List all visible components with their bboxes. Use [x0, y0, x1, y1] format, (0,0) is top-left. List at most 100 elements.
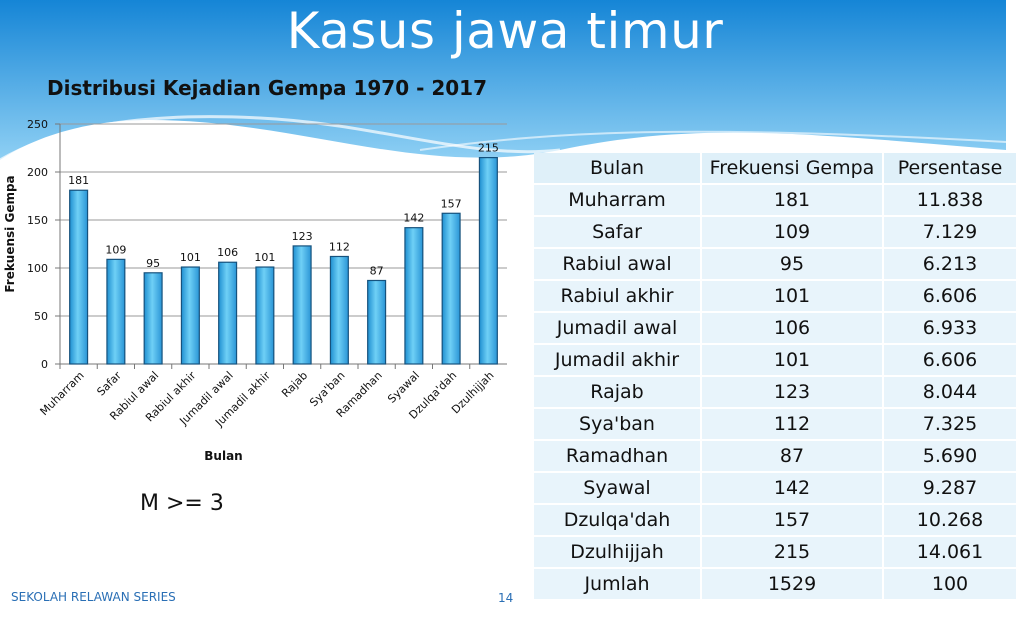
table-header-bulan: Bulan [534, 153, 702, 185]
cell-bulan: Jumadil akhir [534, 344, 702, 377]
bar-value-label: 215 [478, 142, 499, 155]
cell-frekuensi: 112 [701, 408, 884, 441]
y-tick-label: 200 [27, 166, 48, 179]
header-banner [0, 0, 1006, 172]
table-header-persentase: Persentase [883, 153, 1018, 185]
bar [106, 258, 126, 365]
x-tick-label: Rajab [279, 369, 310, 400]
bar-value-label: 101 [180, 251, 201, 264]
y-tick-label: 250 [27, 118, 48, 131]
bar [292, 245, 312, 365]
bar [143, 272, 163, 365]
cell-bulan: Jumadil awal [534, 312, 702, 345]
cell-bulan: Sya'ban [534, 408, 702, 441]
y-tick-label: 100 [27, 262, 48, 275]
bar-value-label: 181 [68, 174, 89, 187]
bar-value-label: 87 [370, 264, 384, 277]
bar [441, 212, 461, 365]
bar-value-label: 157 [441, 197, 462, 210]
table-total-row: Jumlah 1529 100 [534, 568, 1018, 601]
magnitude-note: M >= 3 [140, 491, 224, 516]
y-tick-label: 0 [41, 358, 48, 371]
cell-frekuensi: 106 [701, 312, 884, 345]
cell-frekuensi: 87 [701, 440, 884, 473]
cell-persentase: 14.061 [883, 536, 1018, 569]
frequency-table: Bulan Frekuensi Gempa Persentase Muharra… [534, 153, 1018, 601]
cell-bulan: Ramadhan [534, 440, 702, 473]
bar [367, 279, 387, 365]
table-row: Syawal 142 9.287 [534, 472, 1018, 505]
cell-persentase: 6.606 [883, 344, 1018, 377]
bar-value-label: 123 [292, 230, 313, 243]
cell-persentase: 6.933 [883, 312, 1018, 345]
cell-persentase: 8.044 [883, 376, 1018, 409]
bar-value-label: 95 [146, 257, 160, 270]
cell-frekuensi: 101 [701, 344, 884, 377]
cell-persentase: 7.325 [883, 408, 1018, 441]
bar-chart: 050100150200250181Muharram109Safar95Rabi… [3, 118, 507, 463]
bar-value-label: 142 [403, 212, 424, 225]
table-header-row: Bulan Frekuensi Gempa Persentase [534, 153, 1018, 185]
cell-bulan: Syawal [534, 472, 702, 505]
table-row: Safar 109 7.129 [534, 216, 1018, 249]
table-row: Sya'ban 112 7.325 [534, 408, 1018, 441]
cell-bulan: Dzulhijjah [534, 536, 702, 569]
table-row: Dzulqa'dah 157 10.268 [534, 504, 1018, 537]
table-row: Rabiul awal 95 6.213 [534, 248, 1018, 281]
cell-frekuensi: 109 [701, 216, 884, 249]
cell-bulan: Jumlah [534, 568, 702, 601]
cell-frekuensi: 101 [701, 280, 884, 313]
cell-persentase: 100 [883, 568, 1018, 601]
bar-value-label: 112 [329, 240, 350, 253]
bar-value-label: 101 [254, 251, 275, 264]
x-tick-label: Safar [94, 369, 124, 399]
cell-bulan: Dzulqa'dah [534, 504, 702, 537]
cell-bulan: Safar [534, 216, 702, 249]
cell-persentase: 11.838 [883, 184, 1018, 217]
bar-value-label: 106 [217, 246, 238, 259]
bar [329, 255, 349, 365]
cell-bulan: Rajab [534, 376, 702, 409]
bar [404, 227, 424, 365]
cell-frekuensi: 157 [701, 504, 884, 537]
chart-title: Distribusi Kejadian Gempa 1970 - 2017 [47, 76, 487, 100]
cell-persentase: 5.690 [883, 440, 1018, 473]
table-row: Jumadil awal 106 6.933 [534, 312, 1018, 345]
y-tick-label: 50 [34, 310, 48, 323]
cell-bulan: Muharram [534, 184, 702, 217]
x-axis-title: Bulan [204, 449, 242, 463]
cell-bulan: Rabiul akhir [534, 280, 702, 313]
cell-persentase: 7.129 [883, 216, 1018, 249]
table-row: Dzulhijjah 215 14.061 [534, 536, 1018, 569]
cell-persentase: 6.606 [883, 280, 1018, 313]
x-tick-label: Syawal [385, 369, 422, 406]
cell-frekuensi: 181 [701, 184, 884, 217]
cell-bulan: Rabiul awal [534, 248, 702, 281]
bar [69, 189, 89, 365]
cell-frekuensi: 123 [701, 376, 884, 409]
cell-frekuensi: 215 [701, 536, 884, 569]
bar [180, 266, 200, 365]
y-axis-title: Frekuensi Gempa [3, 175, 17, 292]
bar [218, 261, 238, 365]
cell-frekuensi: 95 [701, 248, 884, 281]
footer-text: SEKOLAH RELAWAN SERIES [11, 590, 176, 604]
cell-persentase: 6.213 [883, 248, 1018, 281]
table-row: Muharram 181 11.838 [534, 184, 1018, 217]
table-row: Ramadhan 87 5.690 [534, 440, 1018, 473]
slide-title: Kasus jawa timur [286, 2, 724, 60]
x-tick-label: Muharram [38, 369, 87, 418]
table-header-frekuensi: Frekuensi Gempa [701, 153, 884, 185]
y-tick-label: 150 [27, 214, 48, 227]
bar-value-label: 109 [105, 243, 126, 256]
cell-frekuensi: 142 [701, 472, 884, 505]
cell-persentase: 9.287 [883, 472, 1018, 505]
cell-frekuensi: 1529 [701, 568, 884, 601]
table-row: Rajab 123 8.044 [534, 376, 1018, 409]
table-row: Rabiul akhir 101 6.606 [534, 280, 1018, 313]
page-number: 14 [498, 591, 514, 605]
bar [255, 266, 275, 365]
table-row: Jumadil akhir 101 6.606 [534, 344, 1018, 377]
bar [478, 156, 498, 365]
cell-persentase: 10.268 [883, 504, 1018, 537]
